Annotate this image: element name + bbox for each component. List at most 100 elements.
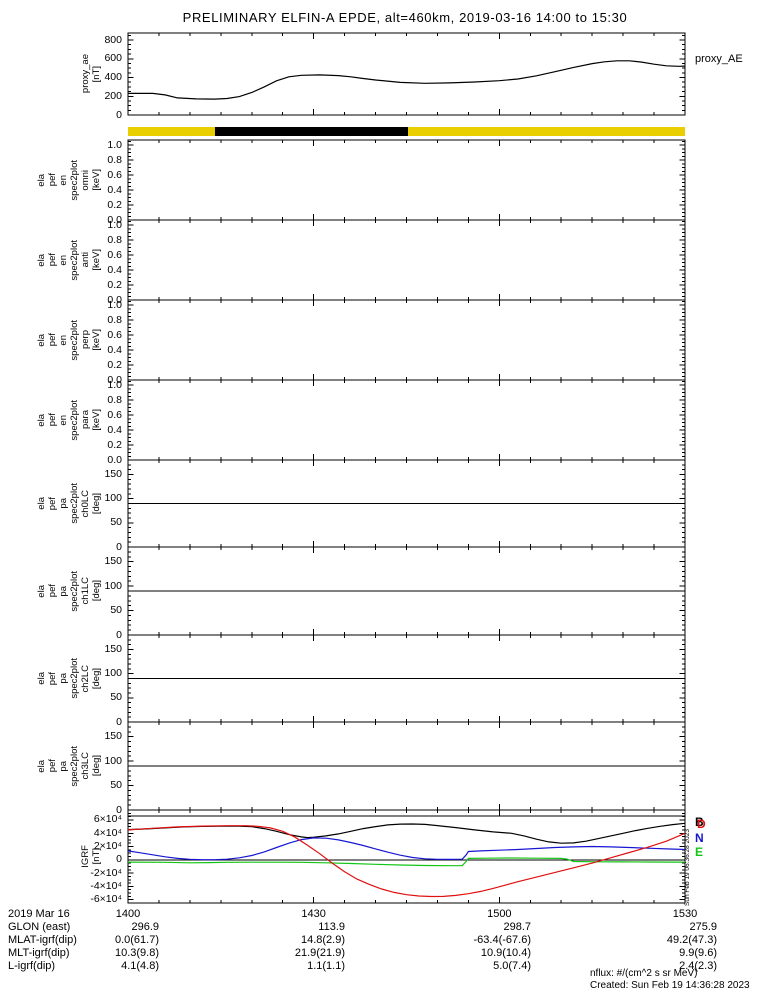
ytick-label-proxy_ae: 200 [104, 89, 122, 102]
panel-frame-en_omni [127, 139, 686, 221]
table-cell-r0-c0: 296.9 [131, 921, 159, 933]
ytick-label-pa_ch1LC: 50 [110, 604, 122, 617]
table-row-label-2: MLT-igrf(dip) [8, 947, 70, 959]
panel-frame-en_perp [127, 299, 686, 381]
ytick-label-en_anti: 1.0 [107, 218, 122, 231]
table-cell-r2-c3: 9.9(9.6) [679, 947, 717, 959]
yaxis-label-pa_ch1LC: ela pef pa spec2plot ch1LC [deg] [16, 547, 102, 635]
yaxis-label-line: en [58, 414, 69, 426]
date-label: 2019 Mar 16 [8, 908, 70, 920]
ytick-label-en_para: 0.8 [107, 393, 122, 406]
yaxis-label-line: pef [47, 759, 58, 773]
yaxis-label-line: ela [36, 333, 47, 347]
table-cell-r2-c0: 10.3(9.8) [114, 947, 159, 959]
xaxis-time-label-1430: 1430 [301, 908, 326, 920]
yaxis-label-line: pa [58, 498, 69, 509]
table-cell-r1-c0: 0.0(61.7) [114, 934, 159, 946]
yaxis-label-line: ela [36, 497, 47, 510]
ytick-label-en_omni: 0.0 [107, 213, 122, 226]
igrf-legend-E: E [695, 845, 704, 859]
yaxis-label-line: pa [58, 760, 69, 772]
yaxis-label-line: pa [58, 673, 69, 684]
yaxis-label-line: [nT] [91, 65, 102, 83]
proxy-ae-right-label: proxy_AE [695, 53, 743, 65]
yaxis-label-line: spec2plot [69, 745, 80, 787]
yaxis-label-line: spec2plot [69, 570, 80, 612]
ytick-label-en_omni: 0.4 [107, 183, 122, 196]
yaxis-label-en_omni: ela pef en spec2plot omni [keV] [16, 140, 102, 220]
yaxis-label-line: spec2plot [69, 399, 80, 441]
series-proxy_ae-proxy_AE [128, 60, 686, 100]
yaxis-label-line: spec2plot [69, 159, 80, 201]
yaxis-label-line: [deg] [91, 492, 102, 515]
yaxis-label-line: ela [36, 584, 47, 598]
nflux-units-note: nflux: #/(cm^2 s sr MeV) [590, 968, 698, 979]
ytick-label-pa_ch0LC: 0 [116, 540, 122, 553]
ytick-label-en_para: 0.4 [107, 423, 122, 436]
ytick-label-pa_ch3LC: 100 [104, 754, 122, 767]
yaxis-label-line: ela [36, 173, 47, 187]
panel-frame-en_para [127, 379, 686, 461]
orbit-position-bar-segment-0 [128, 127, 215, 136]
yaxis-label-igrf: IGRF [nT] [16, 810, 102, 903]
yaxis-label-line: pa [58, 585, 69, 597]
table-cell-r3-c2: 5.0(7.4) [493, 960, 531, 972]
yaxis-label-pa_ch2LC: ela pef pa spec2plot ch2LC [deg] [16, 635, 102, 722]
ytick-label-en_para: 0.6 [107, 408, 122, 421]
table-row-label-1: MLAT-igrf(dip) [8, 934, 77, 946]
igrf-legend-D: D [697, 817, 706, 831]
yaxis-label-line: IGRF [80, 845, 91, 868]
yaxis-label-line: ela [36, 413, 47, 427]
table-cell-r3-c0: 4.1(4.8) [121, 960, 159, 972]
ytick-label-en_perp: 0.8 [107, 313, 122, 326]
ytick-label-proxy_ae: 600 [104, 52, 122, 65]
ytick-label-pa_ch0LC: 150 [104, 468, 122, 480]
yaxis-label-line: spec2plot [69, 319, 80, 361]
series-igrf-B [127, 822, 686, 844]
ytick-label-proxy_ae: 800 [104, 33, 122, 46]
ytick-label-igrf: -6×10⁴ [90, 893, 122, 906]
ytick-label-en_perp: 0.4 [107, 343, 122, 356]
yaxis-label-line: proxy_ae [80, 54, 91, 94]
yaxis-label-line: anti [80, 252, 91, 268]
ytick-label-pa_ch3LC: 150 [104, 730, 122, 743]
ytick-label-pa_ch2LC: 50 [110, 691, 122, 704]
ytick-label-en_anti: 0.8 [107, 233, 122, 246]
ytick-label-en_omni: 1.0 [107, 138, 122, 151]
ytick-label-en_omni: 0.6 [107, 168, 122, 181]
yaxis-label-en_para: ela pef en spec2plot para [keV] [16, 380, 102, 460]
table-cell-r1-c3: 49.2(47.3) [666, 934, 717, 946]
yaxis-label-line: ch3LC [80, 752, 91, 780]
yaxis-label-line: [deg] [91, 580, 102, 602]
yaxis-label-line: [keV] [91, 329, 102, 351]
table-row-label-0: GLON (east) [8, 921, 71, 933]
xaxis-time-label-1400: 1400 [115, 908, 141, 920]
yaxis-label-line: ela [36, 759, 47, 773]
yaxis-label-en_perp: ela pef en spec2plot perp [keV] [16, 300, 102, 380]
yaxis-label-line: en [58, 174, 69, 186]
ytick-label-en_para: 1.0 [107, 378, 122, 391]
ytick-label-proxy_ae: 400 [104, 71, 122, 83]
yaxis-label-line: [keV] [91, 169, 102, 191]
yaxis-label-line: pef [47, 253, 58, 267]
yaxis-label-line: pef [47, 173, 58, 187]
ytick-label-igrf: -2×10⁴ [90, 866, 122, 879]
yaxis-label-line: pef [47, 413, 58, 427]
ytick-label-igrf: 6×10⁴ [93, 813, 122, 826]
yaxis-label-line: spec2plot [69, 483, 80, 524]
yaxis-label-line: spec2plot [69, 658, 80, 699]
ytick-label-en_anti: 0.6 [107, 248, 122, 261]
table-cell-r1-c1: 14.8(2.9) [300, 934, 345, 946]
ytick-label-en_anti: 0.2 [107, 278, 122, 291]
series-igrf-D [127, 825, 686, 898]
table-cell-r0-c3: 275.9 [689, 921, 717, 933]
yaxis-label-line: [deg] [91, 755, 102, 777]
igrf-legend-B: B [695, 815, 704, 829]
ytick-label-en_perp: 0.0 [107, 373, 122, 386]
ytick-label-pa_ch3LC: 50 [110, 779, 122, 792]
created-timestamp: Created: Sun Feb 19 14:36:28 2023 [590, 980, 750, 991]
yaxis-label-proxy_ae: proxy_ae [nT] [16, 33, 102, 115]
ytick-label-en_perp: 1.0 [107, 298, 122, 311]
plot-watermark-vertical: Sun Feb 19 06:36:28 2023 [684, 829, 691, 906]
